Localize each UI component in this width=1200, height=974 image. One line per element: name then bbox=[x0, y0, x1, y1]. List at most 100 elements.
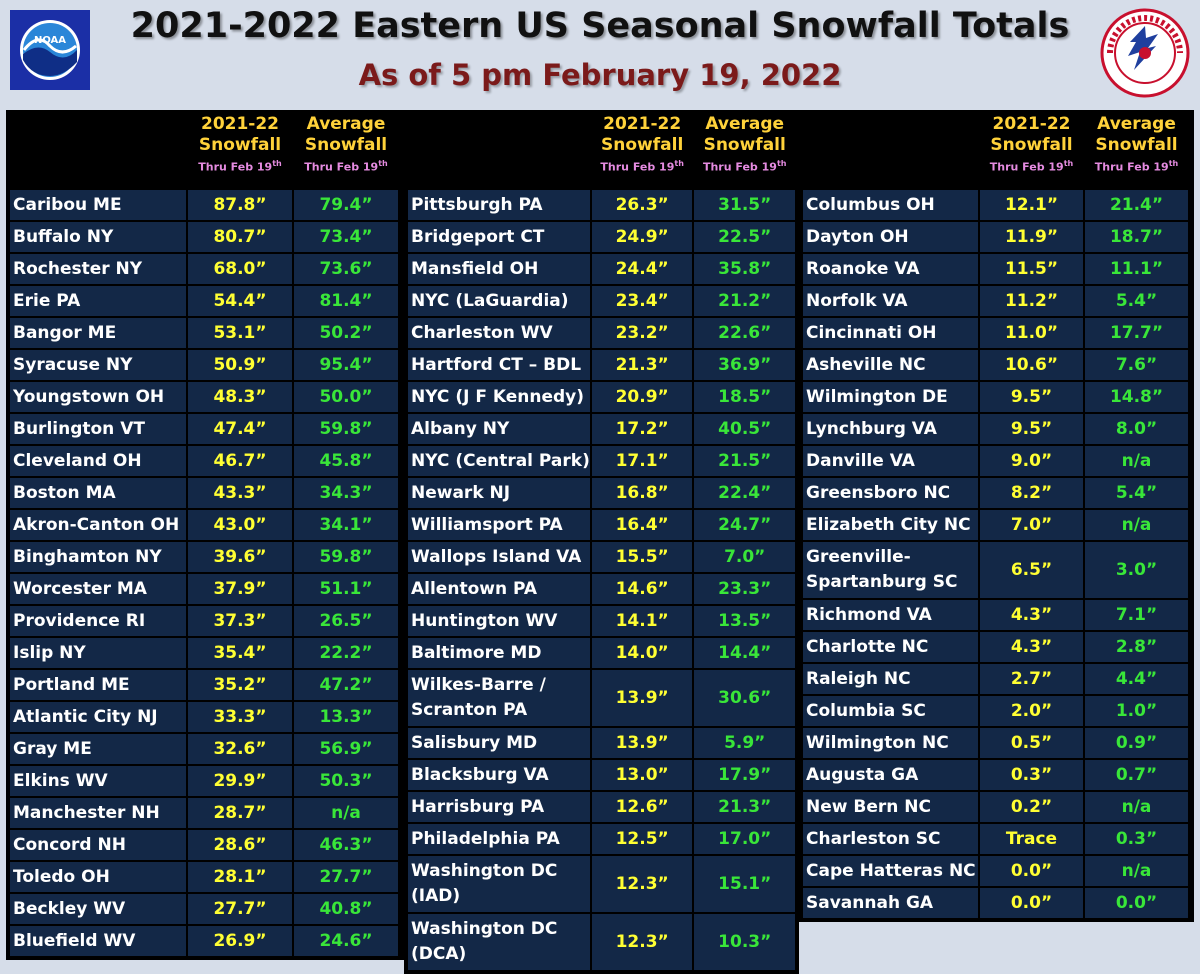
city-name: Washington DC (DCA) bbox=[408, 914, 590, 970]
average-snowfall: 5.4” bbox=[1085, 286, 1188, 316]
table-row: Greensboro NC 8.2” 5.4” bbox=[803, 478, 1188, 508]
season-snowfall: 11.2” bbox=[980, 286, 1083, 316]
table-row: NYC (LaGuardia) 23.4” 21.2” bbox=[408, 286, 795, 316]
snowfall-table: 2021-22 Snowfall Thru Feb 19th Average Snowf… bbox=[801, 112, 1190, 920]
average-snowfall: 36.9” bbox=[694, 350, 795, 380]
table-row: Norfolk VA 11.2” 5.4” bbox=[803, 286, 1188, 316]
city-name: Raleigh NC bbox=[803, 664, 978, 694]
snowfall-table: 2021-22 Snowfall Thru Feb 19th Average Snowf… bbox=[406, 112, 797, 972]
table-row: Charleston WV 23.2” 22.6” bbox=[408, 318, 795, 348]
header-avg-sub: Thru Feb 19th bbox=[702, 159, 787, 174]
city-name: Rochester NY bbox=[10, 254, 186, 284]
city-name: Toledo OH bbox=[10, 862, 186, 892]
average-snowfall: 40.5” bbox=[694, 414, 795, 444]
table-row: Syracuse NY 50.9” 95.4” bbox=[10, 350, 398, 380]
nws-logo bbox=[1100, 8, 1190, 98]
average-snowfall: 73.4” bbox=[294, 222, 398, 252]
season-snowfall: 43.0” bbox=[188, 510, 292, 540]
city-name: Greenville-Spartanburg SC bbox=[803, 542, 978, 598]
city-name: Hartford CT – BDL bbox=[408, 350, 590, 380]
season-snowfall: 12.3” bbox=[591, 914, 693, 970]
season-snowfall: 2.7” bbox=[980, 664, 1083, 694]
table-row: Philadelphia PA 12.5” 17.0” bbox=[408, 824, 795, 854]
city-name: Cleveland OH bbox=[10, 446, 186, 476]
season-snowfall: Trace bbox=[980, 824, 1083, 854]
season-snowfall: 37.9” bbox=[188, 574, 292, 604]
nws-logo-icon bbox=[1100, 8, 1190, 98]
city-name: Akron-Canton OH bbox=[10, 510, 186, 540]
table-row: Akron-Canton OH 43.0” 34.1” bbox=[10, 510, 398, 540]
season-snowfall: 54.4” bbox=[188, 286, 292, 316]
city-name: Danville VA bbox=[803, 446, 978, 476]
city-name: Salisbury MD bbox=[408, 728, 590, 758]
table-row: Columbus OH 12.1” 21.4” bbox=[803, 190, 1188, 220]
city-name: Baltimore MD bbox=[408, 638, 590, 668]
average-snowfall: 22.6” bbox=[694, 318, 795, 348]
average-snowfall: 56.9” bbox=[294, 734, 398, 764]
average-snowfall: 59.8” bbox=[294, 414, 398, 444]
average-snowfall: 21.2” bbox=[694, 286, 795, 316]
table-row: Wilkes-Barre / Scranton PA 13.9” 30.6” bbox=[408, 670, 795, 726]
noaa-logo: NOAA bbox=[10, 10, 90, 90]
season-snowfall: 50.9” bbox=[188, 350, 292, 380]
average-snowfall: 23.3” bbox=[694, 574, 795, 604]
city-name: Williamsport PA bbox=[408, 510, 590, 540]
table-row: Columbia SC 2.0” 1.0” bbox=[803, 696, 1188, 726]
table-row: Allentown PA 14.6” 23.3” bbox=[408, 574, 795, 604]
average-snowfall: 21.3” bbox=[694, 792, 795, 822]
average-snowfall: 7.1” bbox=[1085, 600, 1188, 630]
season-snowfall: 23.4” bbox=[591, 286, 693, 316]
header-city bbox=[803, 114, 978, 188]
season-snowfall: 26.9” bbox=[188, 926, 292, 956]
average-snowfall: 27.7” bbox=[294, 862, 398, 892]
average-snowfall: 17.7” bbox=[1085, 318, 1188, 348]
season-snowfall: 7.0” bbox=[980, 510, 1083, 540]
table-row: Toledo OH 28.1” 27.7” bbox=[10, 862, 398, 892]
header-season-sub: Thru Feb 19th bbox=[600, 159, 684, 174]
season-snowfall: 29.9” bbox=[188, 766, 292, 796]
table-column-2: 2021-22 Snowfall Thru Feb 19th Average Snowf… bbox=[404, 110, 799, 974]
average-snowfall: 21.5” bbox=[694, 446, 795, 476]
table-row: Providence RI 37.3” 26.5” bbox=[10, 606, 398, 636]
table-row: Islip NY 35.4” 22.2” bbox=[10, 638, 398, 668]
season-snowfall: 0.3” bbox=[980, 760, 1083, 790]
table-row: Rochester NY 68.0” 73.6” bbox=[10, 254, 398, 284]
header-avg-sub: Thru Feb 19th bbox=[304, 159, 388, 174]
average-snowfall: 17.0” bbox=[694, 824, 795, 854]
table-row: Cleveland OH 46.7” 45.8” bbox=[10, 446, 398, 476]
header-season: 2021-22 Snowfall Thru Feb 19th bbox=[980, 114, 1083, 188]
table-row: Savannah GA 0.0” 0.0” bbox=[803, 888, 1188, 918]
average-snowfall: 18.5” bbox=[694, 382, 795, 412]
table-row: Wallops Island VA 15.5” 7.0” bbox=[408, 542, 795, 572]
season-snowfall: 13.9” bbox=[591, 728, 693, 758]
city-name: Buffalo NY bbox=[10, 222, 186, 252]
header-avg-sub: Thru Feb 19th bbox=[1094, 159, 1179, 174]
city-name: Huntington WV bbox=[408, 606, 590, 636]
average-snowfall: 11.1” bbox=[1085, 254, 1188, 284]
season-snowfall: 0.0” bbox=[980, 888, 1083, 918]
table-row: Worcester MA 37.9” 51.1” bbox=[10, 574, 398, 604]
average-snowfall: 4.4” bbox=[1085, 664, 1188, 694]
season-snowfall: 35.4” bbox=[188, 638, 292, 668]
season-snowfall: 12.3” bbox=[591, 856, 693, 912]
city-name: Philadelphia PA bbox=[408, 824, 590, 854]
city-name: Mansfield OH bbox=[408, 254, 590, 284]
table-row: Atlantic City NJ 33.3” 13.3” bbox=[10, 702, 398, 732]
average-snowfall: 7.6” bbox=[1085, 350, 1188, 380]
table-row: Binghamton NY 39.6” 59.8” bbox=[10, 542, 398, 572]
season-snowfall: 26.3” bbox=[591, 190, 693, 220]
season-snowfall: 9.0” bbox=[980, 446, 1083, 476]
table-row: Dayton OH 11.9” 18.7” bbox=[803, 222, 1188, 252]
table-row: NYC (J F Kennedy) 20.9” 18.5” bbox=[408, 382, 795, 412]
average-snowfall: 2.8” bbox=[1085, 632, 1188, 662]
average-snowfall: 17.9” bbox=[694, 760, 795, 790]
city-name: Wilmington DE bbox=[803, 382, 978, 412]
table-header-row: 2021-22 Snowfall Thru Feb 19th Average Snowf… bbox=[408, 114, 795, 188]
table-header-row: 2021-22 Snowfall Thru Feb 19th Average Snowf… bbox=[10, 114, 398, 188]
average-snowfall: 0.0” bbox=[1085, 888, 1188, 918]
season-snowfall: 39.6” bbox=[188, 542, 292, 572]
city-name: NYC (Central Park) bbox=[408, 446, 590, 476]
header-season-sub: Thru Feb 19th bbox=[989, 159, 1074, 174]
table-row: Cincinnati OH 11.0” 17.7” bbox=[803, 318, 1188, 348]
city-name: Pittsburgh PA bbox=[408, 190, 590, 220]
